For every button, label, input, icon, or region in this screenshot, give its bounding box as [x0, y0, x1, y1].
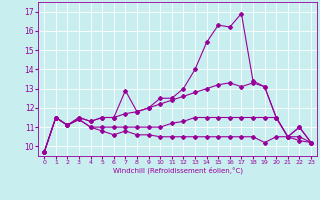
X-axis label: Windchill (Refroidissement éolien,°C): Windchill (Refroidissement éolien,°C) [113, 167, 243, 174]
